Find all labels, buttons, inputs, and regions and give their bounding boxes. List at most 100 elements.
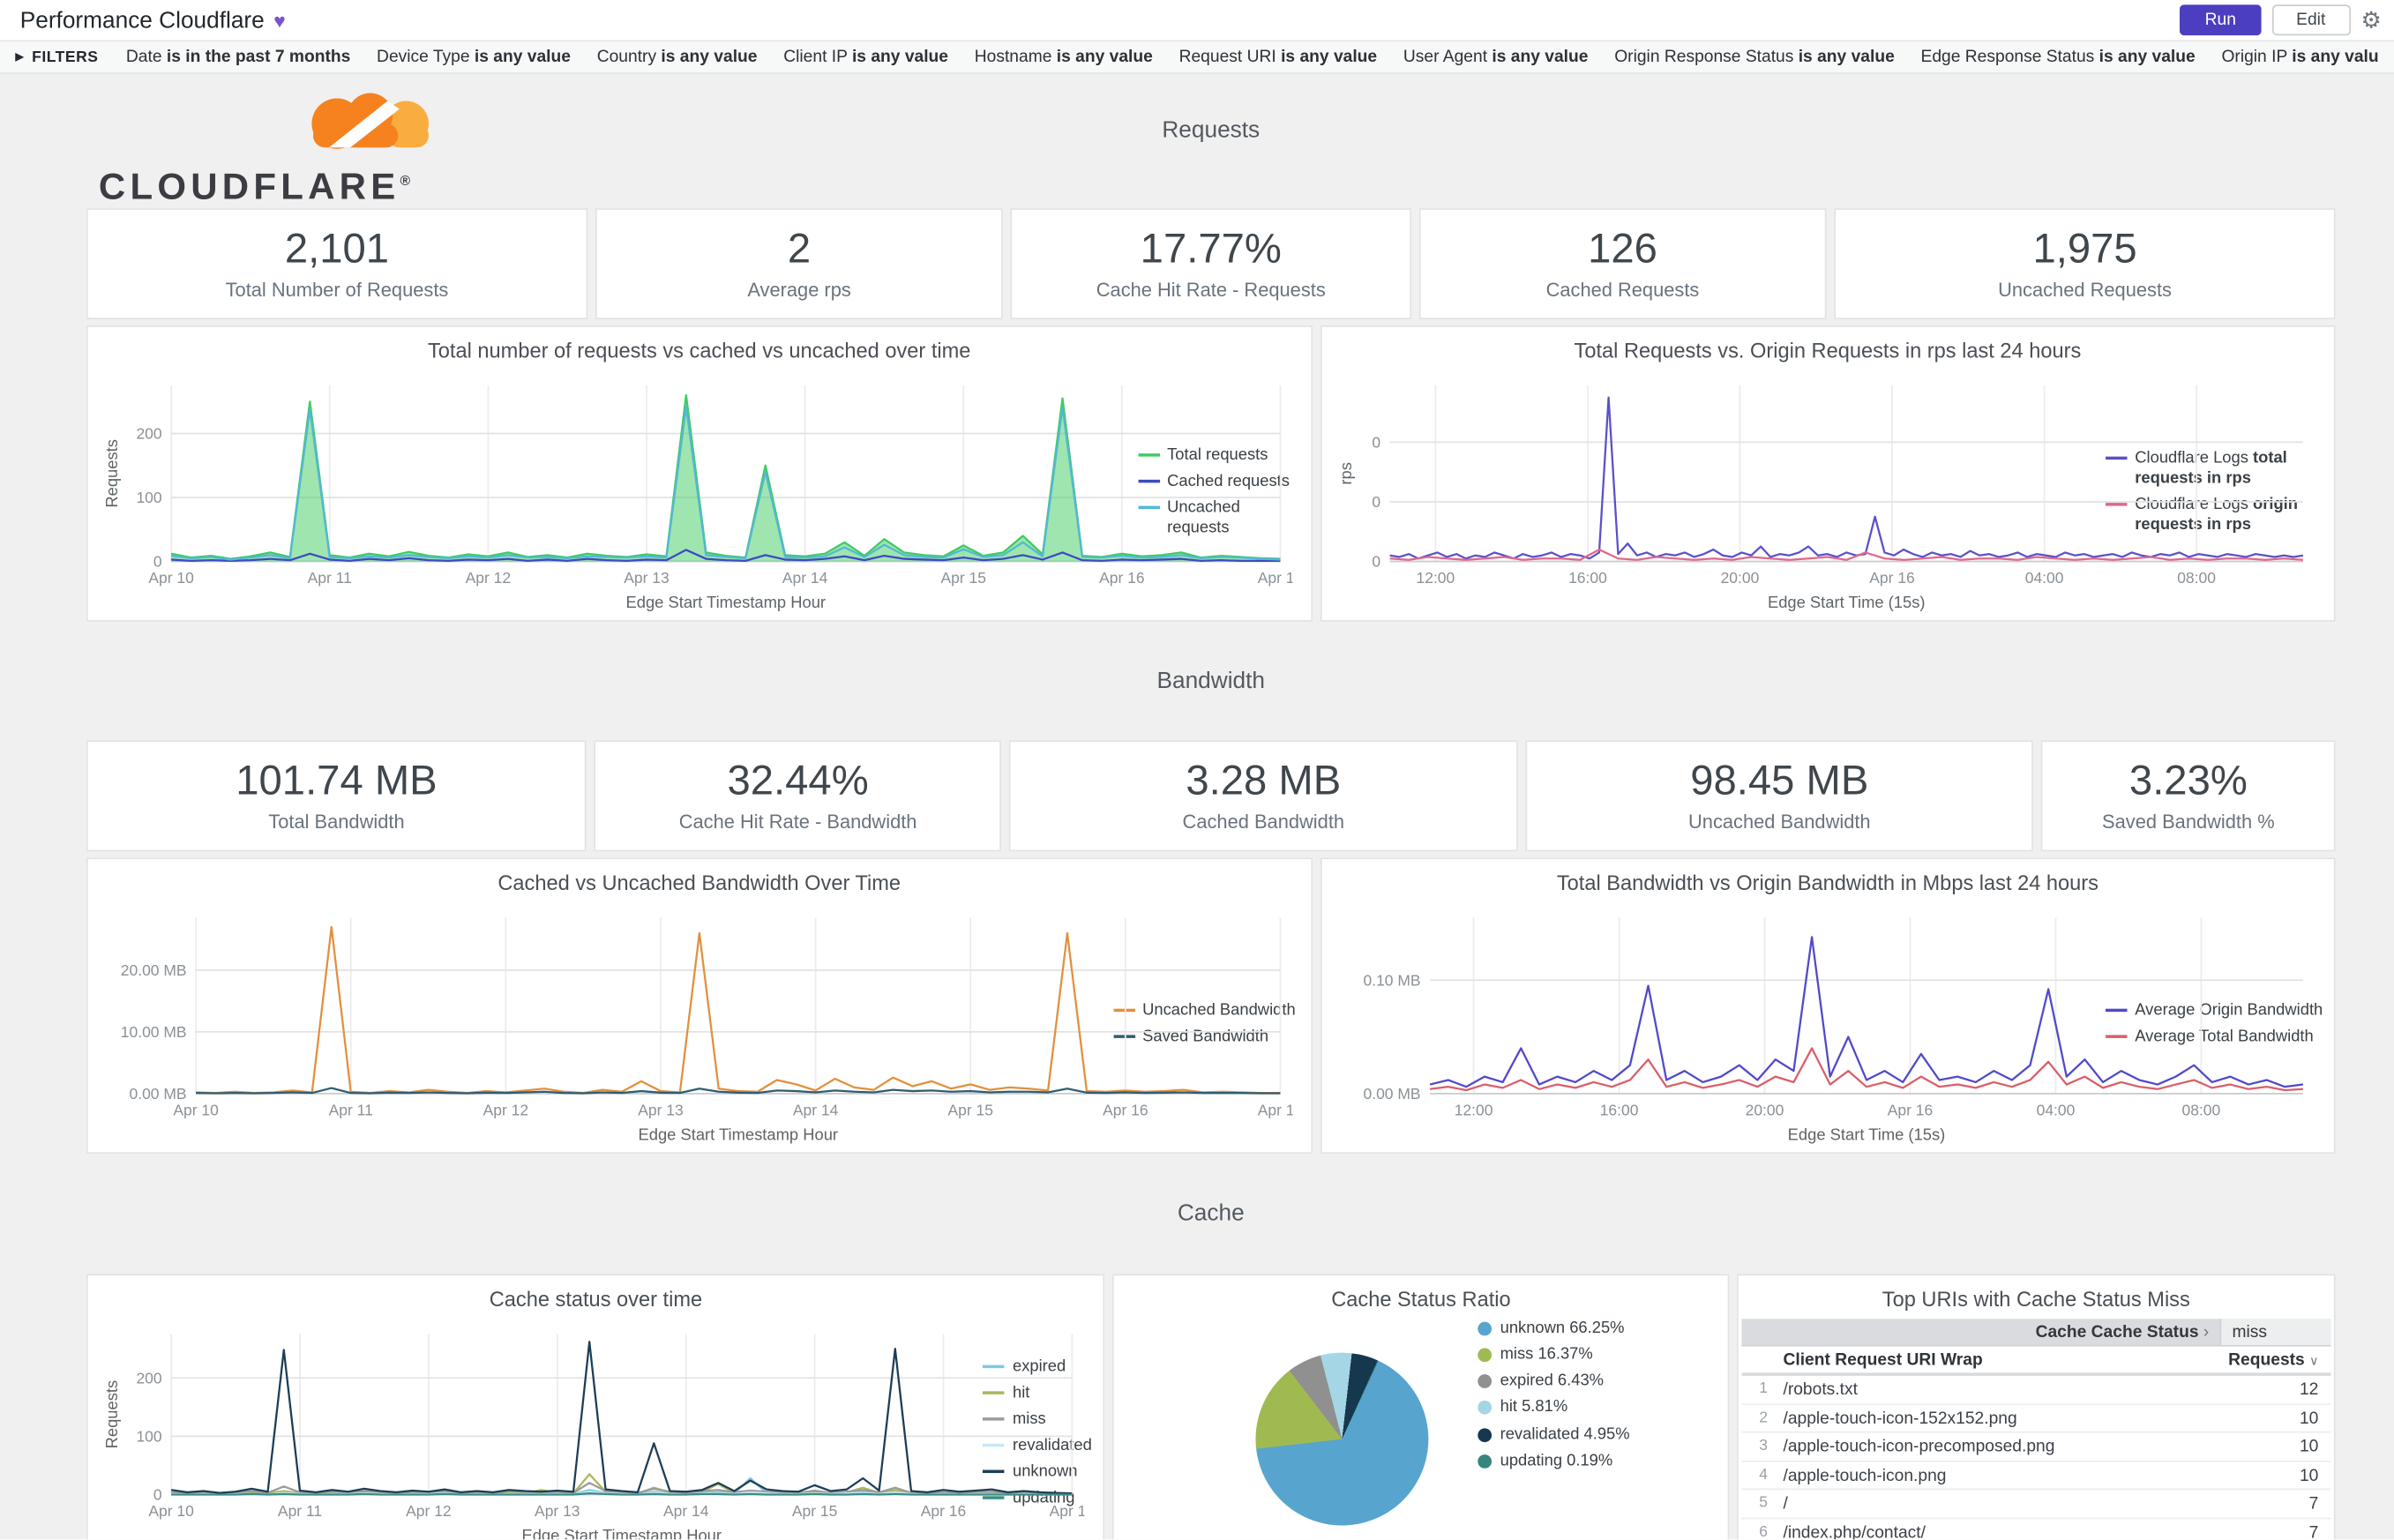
filter-country[interactable]: Country is any value xyxy=(597,48,758,66)
kpi-value: 126 xyxy=(1588,225,1657,273)
filter-date[interactable]: Date is in the past 7 months xyxy=(126,48,350,66)
uri-cell[interactable]: /apple-touch-icon-precomposed.png xyxy=(1783,1437,2055,1456)
filter-user-agent[interactable]: User Agent is any value xyxy=(1403,48,1589,66)
pivot-header-row: Cache Cache Status › miss xyxy=(1741,1319,2331,1347)
legend-swatch-icon xyxy=(983,1443,1006,1447)
kpi-label: Average rps xyxy=(747,279,851,301)
legend-item-uncached-requests[interactable]: Uncached requests xyxy=(1137,498,1301,539)
kpi-value: 1,975 xyxy=(2032,225,2137,273)
uri-cell[interactable]: /apple-touch-icon-152x152.png xyxy=(1783,1409,2017,1428)
uri-cell[interactable]: /robots.txt xyxy=(1783,1380,1858,1400)
edit-button[interactable]: Edit xyxy=(2271,4,2351,36)
chart-cache-status-over-time[interactable]: Apr 10 Apr 11 Apr 12 Apr 13 Apr 14 Apr 15 Apr … xyxy=(101,1319,1084,1539)
panel-cache-status-ratio: Cache Status Ratio unknown 66.25% miss 16… xyxy=(1112,1274,1730,1540)
svg-text:20.00 MB: 20.00 MB xyxy=(121,961,187,979)
uri-cell[interactable]: /apple-touch-icon.png xyxy=(1783,1466,1947,1485)
filter-field-name: Edge Response Status xyxy=(1920,48,2099,67)
uri-column-header[interactable]: Client Request URI Wrap xyxy=(1783,1350,1983,1370)
svg-text:04:00: 04:00 xyxy=(2024,569,2063,587)
legend-item-cloudflare-logs-origin-requests-in-rps[interactable]: Cloudflare Logs origin requests in rps xyxy=(2106,495,2324,535)
svg-text:0.00 MB: 0.00 MB xyxy=(130,1085,187,1103)
legend-label: Average Total Bandwidth xyxy=(2135,1027,2314,1046)
svg-text:Apr 11: Apr 11 xyxy=(329,1101,373,1118)
requests-cell[interactable]: 7 xyxy=(2308,1494,2319,1514)
filter-origin-response-status[interactable]: Origin Response Status is any value xyxy=(1614,48,1895,66)
svg-text:Apr 14: Apr 14 xyxy=(793,1101,839,1118)
svg-text:Edge Start Timestamp Hour: Edge Start Timestamp Hour xyxy=(639,1125,839,1143)
svg-text:Apr 12: Apr 12 xyxy=(483,1101,528,1118)
legend-item-expired[interactable]: expired 6.43% xyxy=(1478,1372,1701,1392)
row-number: 3 xyxy=(1759,1437,1768,1455)
svg-text:0.00 MB: 0.00 MB xyxy=(1363,1085,1420,1103)
filter-edge-response-status[interactable]: Edge Response Status is any value xyxy=(1921,48,2196,66)
svg-text:Apr 15: Apr 15 xyxy=(947,1101,992,1118)
table-title: Top URIs with Cache Status Miss xyxy=(1882,1288,2190,1312)
legend-item-average-origin-bandwidth[interactable]: Average Origin Bandwidth xyxy=(2106,1001,2324,1021)
legend-item-revalidated[interactable]: revalidated 4.95% xyxy=(1478,1424,1701,1445)
legend-item-cached-requests[interactable]: Cached requests xyxy=(1137,472,1301,492)
sort-desc-icon: ∨ xyxy=(2309,1354,2319,1369)
requests-cell[interactable]: 12 xyxy=(2299,1380,2319,1400)
heart-icon: ♥ xyxy=(273,8,286,32)
requests-cell[interactable]: 7 xyxy=(2308,1522,2319,1540)
chart-cache-status-ratio[interactable] xyxy=(1126,1319,1469,1526)
kpi-label: Uncached Requests xyxy=(1998,279,2172,301)
svg-text:Apr 12: Apr 12 xyxy=(406,1502,451,1520)
kpi-row-bandwidth: 101.74 MB Total Bandwidth 32.44% Cache H… xyxy=(86,740,2336,852)
legend-item-unknown[interactable]: unknown xyxy=(983,1462,1095,1483)
pivot-field[interactable]: Cache Cache Status › xyxy=(2035,1323,2210,1342)
legend-item-total-requests[interactable]: Total requests xyxy=(1137,445,1301,466)
kpi-total-bandwidth: 101.74 MB Total Bandwidth xyxy=(86,740,587,852)
svg-text:Edge Start Timestamp Hour: Edge Start Timestamp Hour xyxy=(521,1526,722,1539)
legend-item-unknown[interactable]: unknown 66.25% xyxy=(1478,1319,1701,1339)
kpi-label: Total Bandwidth xyxy=(268,811,405,834)
requests-cell[interactable]: 10 xyxy=(2299,1437,2319,1456)
filter-request-uri[interactable]: Request URI is any value xyxy=(1179,48,1378,66)
legend-item-hit[interactable]: hit 5.81% xyxy=(1478,1398,1701,1418)
requests-cell[interactable]: 10 xyxy=(2299,1466,2319,1485)
chart-requests-over-time[interactable]: Apr 10 Apr 11 Apr 12 Apr 13 Apr 14 Apr 15 Apr … xyxy=(101,370,1292,614)
legend-item-miss[interactable]: miss 16.37% xyxy=(1478,1345,1701,1365)
svg-text:Apr 16: Apr 16 xyxy=(921,1502,966,1520)
legend-item-miss[interactable]: miss xyxy=(983,1409,1095,1430)
legend-label: Average Origin Bandwidth xyxy=(2135,1000,2323,1020)
svg-text:16:00: 16:00 xyxy=(1567,569,1606,587)
chart-bandwidth-over-time[interactable]: Apr 10 Apr 11 Apr 12 Apr 13 Apr 14 Apr 15 Apr … xyxy=(101,902,1292,1146)
table-row: 6/index.php/contact/7 xyxy=(1741,1518,2331,1540)
legend-item-cloudflare-logs-total-requests-in-rps[interactable]: Cloudflare Logs total requests in rps xyxy=(2106,448,2324,489)
filter-field-name: Request URI xyxy=(1178,48,1282,67)
filter-client-ip[interactable]: Client IP is any value xyxy=(783,48,948,66)
legend-item-updating[interactable]: updating 0.19% xyxy=(1478,1451,1701,1471)
gear-icon[interactable]: ⚙ xyxy=(2360,6,2383,34)
filter-hostname[interactable]: Hostname is any value xyxy=(975,48,1153,66)
svg-text:0: 0 xyxy=(153,1486,162,1504)
kpi-value: 98.45 MB xyxy=(1690,757,1869,804)
svg-text:200: 200 xyxy=(136,425,161,443)
legend-item-expired[interactable]: expired xyxy=(983,1357,1095,1377)
svg-text:0.10 MB: 0.10 MB xyxy=(1363,971,1420,989)
requests-column-header[interactable]: Requests ∨ xyxy=(2228,1350,2319,1370)
filter-device-type[interactable]: Device Type is any value xyxy=(377,48,571,66)
kpi-label: Saved Bandwidth % xyxy=(2102,811,2275,834)
cloudflare-wordmark: CLOUDFLARE® xyxy=(98,166,411,209)
svg-text:10.00 MB: 10.00 MB xyxy=(121,1023,187,1041)
legend-swatch-icon xyxy=(1112,1035,1135,1038)
legend-item-hit[interactable]: hit xyxy=(983,1383,1095,1403)
panel-rps-last-24h: Total Requests vs. Origin Requests in rp… xyxy=(1320,325,2336,622)
kpi-cache-hit-rate-requests: 17.77% Cache Hit Rate - Requests xyxy=(1011,208,1411,319)
legend-item-average-total-bandwidth[interactable]: Average Total Bandwidth xyxy=(2106,1028,2324,1048)
chart-bandwidth-last-24h[interactable]: 12:00 16:00 20:00 Apr 16 04:00 08:00 0.00 MB 0.… xyxy=(1334,902,2303,1146)
filter-value: is any value xyxy=(474,48,571,67)
requests-cell[interactable]: 10 xyxy=(2299,1409,2319,1428)
kpi-uncached-requests: 1,975 Uncached Requests xyxy=(1834,208,2336,319)
kpi-label: Cache Hit Rate - Requests xyxy=(1096,279,1326,301)
legend-item-uncached-bandwidth[interactable]: Uncached Bandwidth xyxy=(1112,1001,1301,1021)
pie-chart[interactable] xyxy=(1256,1352,1430,1526)
row-number: 1 xyxy=(1759,1380,1768,1398)
filter-origin-ip[interactable]: Origin IP is any value xyxy=(2221,48,2378,66)
uri-cell[interactable]: /index.php/contact/ xyxy=(1783,1522,1926,1540)
filters-toggle[interactable]: ▶ FILTERS xyxy=(15,49,98,65)
chart-rps-last-24h[interactable]: 12:00 16:00 20:00 Apr 16 04:00 08:00 0 0 0 Edge S… xyxy=(1334,370,2303,614)
uri-cell[interactable]: / xyxy=(1783,1494,1788,1514)
run-button[interactable]: Run xyxy=(2180,4,2261,36)
